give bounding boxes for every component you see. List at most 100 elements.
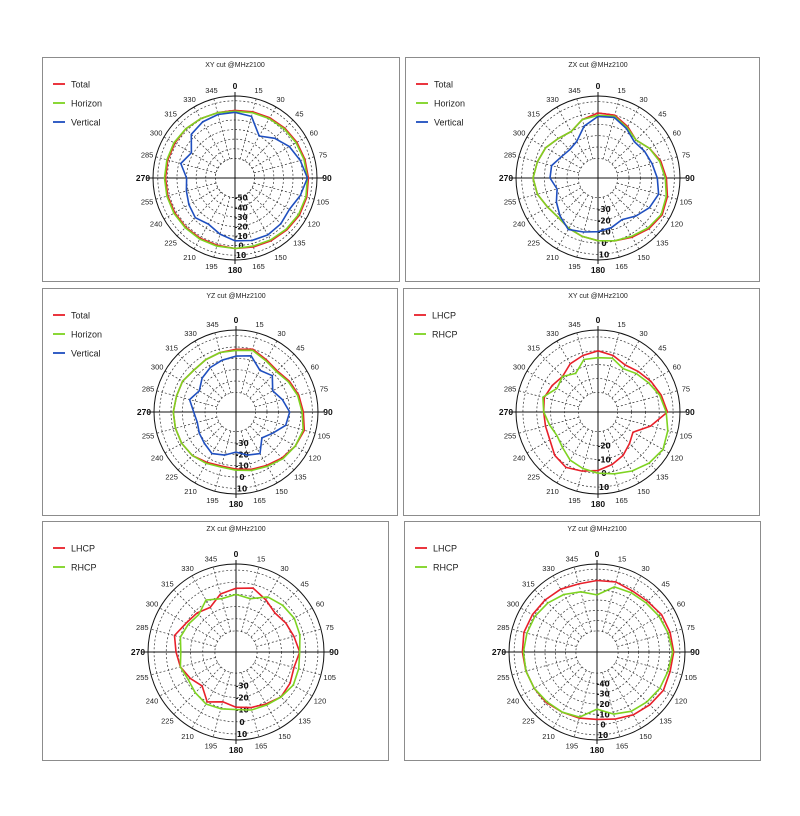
angle-tick-label: 330 (183, 95, 196, 104)
angle-tick-label: 165 (615, 496, 628, 505)
angle-tick-label: 150 (637, 487, 650, 496)
angle-tick-label: 255 (497, 673, 510, 682)
angle-tick-label: 90 (685, 173, 695, 183)
chart-panel-1: XY cut @MHz2100 0 15 30 45 60 75 90 105 120 135 150… (42, 57, 400, 282)
angle-tick-label: 240 (513, 220, 526, 229)
chart-panel-4: XY cut @MHz2100 0 15 30 45 60 75 90 105 120 135 150… (403, 288, 760, 516)
angle-tick-label: 150 (637, 253, 650, 262)
angle-tick-label: 60 (673, 129, 681, 138)
angle-tick-label: 135 (659, 717, 672, 726)
legend-label: Vertical (434, 118, 464, 128)
angle-tick-label: 195 (205, 742, 218, 751)
grid-spoke (602, 98, 620, 160)
grid-spoke (573, 672, 592, 738)
legend-label: Total (434, 80, 453, 90)
radial-tick-label: 0 (239, 718, 244, 727)
grid-spoke (246, 575, 281, 634)
series-line-vertical (549, 115, 660, 233)
angle-tick-label: 165 (255, 742, 268, 751)
angle-tick-label: 15 (617, 86, 625, 95)
angle-tick-label: 345 (568, 86, 581, 95)
angle-tick-label: 240 (150, 220, 163, 229)
angle-tick-label: 255 (504, 432, 517, 441)
grid-spoke (511, 657, 577, 676)
angle-tick-label: 105 (680, 198, 693, 207)
legend-label: RHCP (433, 563, 459, 573)
angle-tick-label: 225 (164, 238, 177, 247)
grid-spoke (617, 657, 683, 676)
angle-tick-label: 270 (131, 647, 145, 657)
angle-tick-label: 330 (546, 95, 559, 104)
angle-tick-label: 240 (513, 454, 526, 463)
radial-tick-label: 10 (236, 251, 246, 260)
legend-label: Total (71, 311, 90, 321)
angle-tick-label: 270 (137, 407, 151, 417)
radial-tick-label: -10 (597, 228, 611, 237)
angle-tick-label: 135 (294, 472, 307, 481)
angle-tick-label: 60 (677, 600, 685, 609)
angle-tick-label: 330 (546, 329, 559, 338)
angle-tick-label: 210 (184, 487, 197, 496)
angle-tick-label: 300 (146, 600, 159, 609)
radial-tick-label: -30 (235, 681, 249, 690)
angle-tick-label: 225 (161, 717, 174, 726)
series-line-horizon (163, 110, 309, 250)
radial-tick-label: -30 (597, 205, 611, 214)
angle-tick-label: 30 (280, 564, 288, 573)
radial-tick-label: -30 (235, 439, 249, 448)
angle-tick-label: 105 (317, 198, 330, 207)
series-line-rhcp (522, 586, 674, 718)
angle-tick-label: 0 (595, 549, 600, 559)
angle-tick-label: 195 (566, 742, 579, 751)
angle-tick-label: 75 (320, 384, 328, 393)
angle-tick-label: 15 (257, 554, 265, 563)
chart-title: XY cut @MHz2100 (205, 62, 265, 69)
grid-spoke (616, 390, 678, 408)
grid-spoke (250, 666, 299, 715)
angle-tick-label: 30 (641, 564, 649, 573)
angle-tick-label: 180 (229, 745, 243, 755)
angle-tick-label: 60 (310, 129, 318, 138)
chart-panel-3: YZ cut @MHz2100 0 15 30 45 60 75 90 105 120 135 150… (42, 288, 398, 516)
grid-spoke (511, 628, 577, 647)
series-line-horizon (172, 349, 305, 472)
radial-tick-label: -30 (234, 213, 248, 222)
angle-tick-label: 60 (311, 363, 319, 372)
polar-chart-6: YZ cut @MHz2100 0 15 30 45 60 75 90 105 120 135 150… (415, 526, 700, 755)
chart-title: YZ cut @MHz2100 (567, 526, 626, 533)
angle-tick-label: 330 (181, 564, 194, 573)
radial-tick-label: -10 (234, 232, 248, 241)
angle-tick-label: 195 (568, 262, 581, 271)
angle-tick-label: 60 (316, 600, 324, 609)
grid-spoke (173, 666, 222, 715)
angle-tick-label: 90 (685, 407, 695, 417)
grid-spoke (246, 670, 281, 729)
angle-tick-label: 105 (323, 673, 336, 682)
angle-tick-label: 255 (141, 198, 154, 207)
angle-tick-label: 210 (546, 253, 559, 262)
angle-tick-label: 255 (136, 673, 149, 682)
angle-tick-label: 15 (255, 320, 263, 329)
grid-spoke (552, 575, 587, 634)
angle-tick-label: 270 (492, 647, 506, 657)
angle-tick-label: 255 (504, 198, 517, 207)
angle-tick-label: 45 (661, 579, 669, 588)
angle-tick-label: 270 (499, 173, 513, 183)
radial-tick-label: 10 (237, 484, 247, 493)
legend-label: Vertical (71, 118, 101, 128)
angle-tick-label: 15 (254, 86, 262, 95)
angle-tick-label: 45 (658, 344, 666, 353)
radial-tick-label: -10 (597, 455, 611, 464)
angle-tick-label: 45 (658, 110, 666, 119)
radial-tick-label: -20 (597, 216, 611, 225)
grid-spoke (191, 670, 226, 729)
chart-title: ZX cut @MHz2100 (568, 62, 627, 69)
angle-tick-label: 165 (253, 496, 266, 505)
angle-tick-label: 180 (228, 265, 242, 275)
angle-tick-label: 315 (527, 344, 540, 353)
angle-tick-label: 15 (617, 320, 625, 329)
grid-spoke (573, 566, 592, 632)
chart-title: ZX cut @MHz2100 (206, 526, 265, 533)
grid-spoke (520, 607, 579, 642)
angle-tick-label: 240 (146, 697, 159, 706)
